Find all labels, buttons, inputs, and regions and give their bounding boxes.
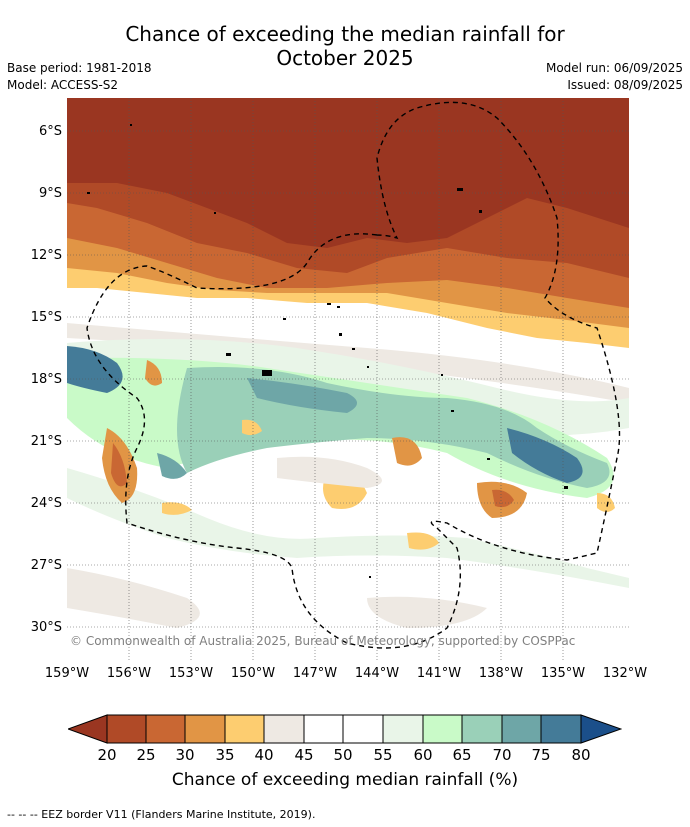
- colorbar-bin: [145, 714, 186, 744]
- colorbar-high-arrow: [580, 714, 622, 744]
- colorbar-tick: 70: [492, 746, 512, 764]
- colorbar-tick: 35: [215, 746, 235, 764]
- lon-label: 147°W: [292, 666, 338, 681]
- colorbar-tick: 80: [571, 746, 591, 764]
- lat-label: 27°S: [30, 558, 62, 573]
- lat-label: 30°S: [30, 620, 62, 635]
- eez-legend-note: -- -- -- EEZ border V11 (Flanders Marine…: [7, 808, 316, 821]
- colorbar-tick: 20: [97, 746, 117, 764]
- colorbar-bin: [342, 714, 384, 744]
- lon-label: 141°W: [416, 666, 462, 681]
- probability-field: [67, 98, 629, 628]
- meta-right: Model run: 06/09/2025 Issued: 08/09/2025: [546, 60, 683, 94]
- colorbar-title: Chance of exceeding median rainfall (%): [171, 770, 519, 790]
- colorbar-tick: 45: [294, 746, 314, 764]
- meta-left: Base period: 1981-2018 Model: ACCESS-S2: [7, 60, 152, 94]
- colorbar-tick: 40: [254, 746, 274, 764]
- lon-label: 156°W: [106, 666, 152, 681]
- colorbar-bin: [540, 714, 582, 744]
- issued-date: Issued: 08/09/2025: [567, 78, 683, 92]
- lon-label: 150°W: [230, 666, 276, 681]
- colorbar-tick: 55: [373, 746, 393, 764]
- colorbar-low-arrow: [68, 714, 108, 744]
- colorbar-bin: [382, 714, 424, 744]
- colorbar-bin: [461, 714, 503, 744]
- lat-label: 9°S: [38, 186, 62, 201]
- map-title: Chance of exceeding the median rainfall …: [0, 22, 690, 70]
- model-run: Model run: 06/09/2025: [545, 61, 683, 75]
- colorbar-tick: 25: [136, 746, 156, 764]
- colorbar-tick: 65: [452, 746, 472, 764]
- colorbar-bin: [224, 714, 265, 744]
- colorbar-bin: [263, 714, 305, 744]
- lat-label: 24°S: [30, 496, 62, 511]
- eez-borders: [86, 101, 621, 649]
- lon-label: 138°W: [478, 666, 524, 681]
- lon-label: 144°W: [354, 666, 400, 681]
- islands: [87, 124, 568, 578]
- colorbar-bin: [106, 714, 147, 744]
- model-name: Model: ACCESS-S2: [7, 78, 119, 92]
- colorbar-bin: [422, 714, 463, 744]
- copyright-notice: © Commonwealth of Australia 2025, Bureau…: [70, 634, 576, 648]
- title-line-1: Chance of exceeding the median rainfall …: [125, 22, 565, 46]
- base-period: Base period: 1981-2018: [7, 61, 152, 75]
- lat-label: 21°S: [30, 434, 62, 449]
- lon-label: 132°W: [602, 666, 648, 681]
- colorbar-bin: [501, 714, 542, 744]
- title-line-2: October 2025: [276, 46, 414, 70]
- graticule: [67, 98, 629, 660]
- colorbar-tick: 60: [413, 746, 433, 764]
- lon-label: 153°W: [168, 666, 214, 681]
- colorbar-bin: [303, 714, 344, 744]
- rainfall-map: [67, 98, 629, 660]
- colorbar-tick: 75: [531, 746, 551, 764]
- colorbar-tick: 50: [333, 746, 353, 764]
- lon-label: 159°W: [44, 666, 90, 681]
- colorbar-bin: [184, 714, 226, 744]
- lon-label: 135°W: [540, 666, 586, 681]
- lat-label: 6°S: [38, 124, 62, 139]
- lat-label: 12°S: [30, 248, 62, 263]
- lat-label: 15°S: [30, 310, 62, 325]
- colorbar: [68, 714, 622, 744]
- lat-label: 18°S: [30, 372, 62, 387]
- colorbar-tick: 30: [175, 746, 195, 764]
